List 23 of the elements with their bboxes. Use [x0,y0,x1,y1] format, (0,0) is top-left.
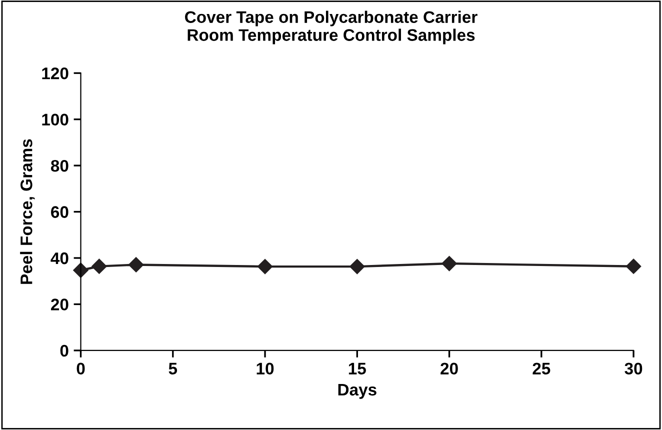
point [626,258,642,274]
x-tick-label: 20 [440,362,458,374]
y-tick-label: 20 [51,298,68,310]
y-tick-label: 40 [50,252,68,264]
x-tick-label: 0 [76,362,85,374]
point [128,257,144,272]
y-tick-label: 0 [60,344,68,357]
y-tick-label: 120 [42,68,68,80]
x-tick-label: 5 [168,362,178,374]
x-tick-label: 15 [348,362,366,374]
point [442,256,457,272]
point [92,258,107,274]
x-axis-title: Days [338,384,376,399]
x-tick-label: 25 [532,362,550,374]
y-tick-label: 80 [50,160,68,172]
y-axis-title: Peel Force, Grams [20,139,35,284]
chart-title: Cover Tape on Polycarbonate Carrier Room Temperature Control Samples [185,10,478,44]
x-tick-label: 30 [624,362,642,375]
x-tick-label: 10 [256,362,274,374]
point [257,258,273,274]
y-tick-label: 60 [51,206,68,218]
point [350,258,365,274]
y-tick-label: 100 [42,114,68,126]
